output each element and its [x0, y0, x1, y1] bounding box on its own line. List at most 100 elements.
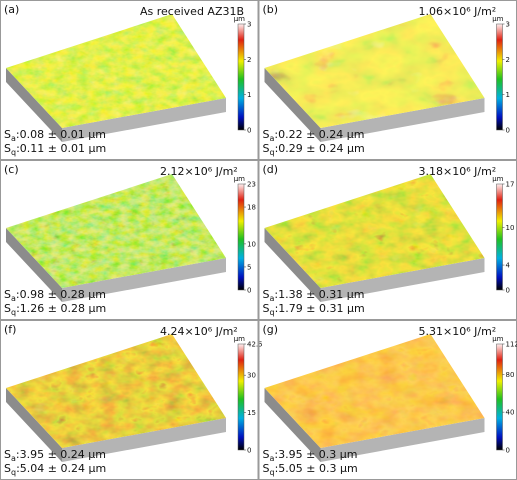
roughness-value: Sq:5.05 ± 0.3 μm: [263, 462, 358, 477]
colorbar-tick-label: 1: [247, 91, 251, 99]
colorbar-tick-label: 0: [506, 127, 510, 135]
symbol: S: [263, 288, 270, 301]
colorbar-unit: μm: [234, 335, 245, 343]
colorbar-tick-label: 112: [506, 341, 517, 349]
roughness-value: Sq:0.29 ± 0.24 μm: [263, 142, 365, 157]
symbol: S: [263, 302, 270, 315]
colorbar: [496, 183, 503, 291]
surface: [6, 14, 226, 128]
roughness-value: Sa:0.08 ± 0.01 μm: [4, 128, 106, 143]
surface: [264, 334, 485, 448]
symbol: S: [4, 448, 11, 461]
panel-border: [0, 0, 259, 160]
colorbar-tick-label: 23: [247, 181, 256, 189]
panel-border: [0, 160, 259, 320]
panel-title: 4.24×10⁶ J/m²: [160, 325, 238, 338]
subscript: a: [269, 134, 274, 143]
symbol: S: [263, 142, 270, 155]
symbol: S: [4, 462, 11, 475]
colorbar-tick-label: 42.5: [247, 341, 263, 349]
colorbar-tick-label: 15: [247, 409, 256, 417]
subscript: q: [11, 148, 16, 157]
symbol: S: [263, 462, 270, 475]
slab-side: [264, 68, 321, 142]
symbol: S: [4, 142, 11, 155]
colorbar: [237, 23, 245, 131]
colorbar: [237, 343, 245, 451]
colorbar: [496, 23, 503, 131]
colorbar-tick-label: 30: [247, 372, 256, 380]
subscript: q: [269, 308, 274, 317]
slab-side: [62, 418, 226, 462]
roughness-value: Sq:1.26 ± 0.28 μm: [4, 302, 106, 317]
roughness-value: Sa:3.95 ± 0.3 μm: [263, 448, 358, 463]
symbol: S: [4, 302, 11, 315]
colorbar: [496, 343, 503, 451]
value: :0.11 ± 0.01 μm: [16, 142, 106, 155]
panel-label: (g): [263, 323, 279, 336]
colorbar-tick-label: 0: [247, 127, 251, 135]
subscript: a: [269, 294, 274, 303]
panel-label: (a): [4, 3, 19, 16]
colorbar-tick-label: 0: [506, 287, 510, 295]
value: :1.38 ± 0.31 μm: [274, 288, 364, 301]
subscript: a: [11, 454, 16, 463]
colorbar-tick-label: 3: [247, 21, 251, 29]
subscript: q: [11, 468, 16, 477]
symbol: S: [263, 448, 270, 461]
value: :3.95 ± 0.3 μm: [274, 448, 357, 461]
value: :1.79 ± 0.31 μm: [275, 302, 365, 315]
panel-title: 2.12×10⁶ J/m²: [160, 165, 238, 178]
colorbar-unit: μm: [492, 175, 503, 183]
subscript: a: [11, 134, 16, 143]
colorbar-tick-label: 18: [247, 204, 256, 212]
roughness-value: Sa:0.22 ± 0.24 μm: [263, 128, 365, 143]
subscript: q: [269, 148, 274, 157]
colorbar-tick-label: 2: [506, 56, 510, 64]
colorbar-tick-label: 10: [247, 240, 256, 248]
slab-side: [62, 258, 226, 302]
colorbar-tick-label: 2: [247, 56, 251, 64]
roughness-value: Sa:3.95 ± 0.24 μm: [4, 448, 106, 463]
slab-side: [6, 228, 62, 302]
roughness-value: Sq:0.11 ± 0.01 μm: [4, 142, 106, 157]
slab-side: [320, 418, 485, 462]
surface: [264, 174, 485, 288]
colorbar-tick-label: 17: [506, 181, 515, 189]
colorbar-tick-label: 0: [247, 287, 251, 295]
value: :5.04 ± 0.24 μm: [16, 462, 106, 475]
roughness-value: Sq:5.04 ± 0.24 μm: [4, 462, 106, 477]
value: :3.95 ± 0.24 μm: [16, 448, 106, 461]
slab-side: [320, 258, 485, 302]
panel-title: As received AZ31B: [140, 5, 244, 18]
panel-title: 5.31×10⁶ J/m²: [419, 325, 497, 338]
value: :0.98 ± 0.28 μm: [16, 288, 106, 301]
colorbar-tick-label: 5: [247, 263, 251, 271]
panel-label: (d): [263, 163, 279, 176]
slab-side: [264, 388, 321, 462]
value: :0.08 ± 0.01 μm: [16, 128, 106, 141]
colorbar-unit: μm: [492, 335, 503, 343]
value: :0.29 ± 0.24 μm: [275, 142, 365, 155]
symbol: S: [263, 128, 270, 141]
subscript: q: [269, 468, 274, 477]
value: :1.26 ± 0.28 μm: [16, 302, 106, 315]
colorbar-tick-label: 4: [506, 262, 511, 270]
surface: [264, 14, 485, 128]
colorbar-tick-label: 0: [506, 447, 510, 455]
colorbar: [237, 183, 245, 291]
roughness-value: Sa:0.98 ± 0.28 μm: [4, 288, 106, 303]
subscript: q: [11, 308, 16, 317]
colorbar-tick-label: 0: [247, 447, 251, 455]
panel-label: (c): [4, 163, 19, 176]
slab-side: [6, 388, 62, 462]
colorbar-unit: μm: [234, 175, 245, 183]
colorbar-unit: μm: [234, 15, 245, 23]
